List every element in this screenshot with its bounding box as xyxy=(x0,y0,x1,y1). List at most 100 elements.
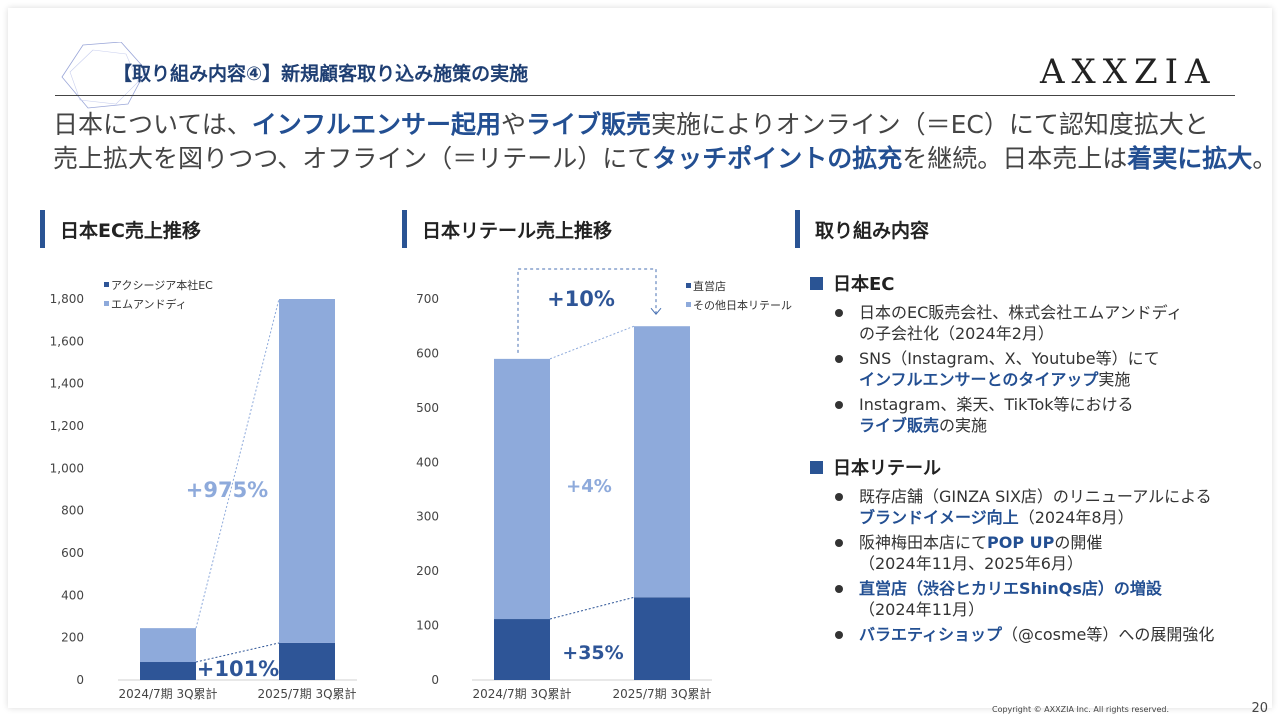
initiatives-panel: 日本EC 日本のEC販売会社、株式会社エムアンドディ の子会社化（2024年2月）… xyxy=(810,270,1270,649)
y-tick-label: 1,000 xyxy=(50,461,84,475)
section-header-retail: 日本リテール売上推移 xyxy=(402,210,612,248)
initiatives-retail-list: 既存店舗（GINZA SIX店）のリニューアルによる ブランドイメージ向上（202… xyxy=(810,486,1270,645)
item-text-segment: 日本のEC販売会社、株式会社エムアンドディ xyxy=(859,303,1183,322)
y-tick-label: 0 xyxy=(431,673,439,687)
y-tick-label: 400 xyxy=(61,588,84,602)
x-tick-label: 2024/7期 3Q累計 xyxy=(118,686,217,701)
list-item: 既存店舗（GINZA SIX店）のリニューアルによる ブランドイメージ向上（202… xyxy=(810,486,1270,528)
item-text-segment: 阪神梅田本店にて xyxy=(859,533,988,552)
list-item-text: 日本のEC販売会社、株式会社エムアンドディ の子会社化（2024年2月） xyxy=(859,302,1183,344)
y-tick-label: 0 xyxy=(76,673,84,687)
section-accent-bar xyxy=(402,210,407,248)
lead-text: 日本については、インフルエンサー起用やライブ販売実施によりオンライン（＝EC）に… xyxy=(53,108,1277,176)
item-text-segment: 実施 xyxy=(1098,370,1131,389)
section-accent-bar xyxy=(40,210,45,248)
lead-text-segment: や xyxy=(501,110,527,139)
y-tick-label: 1,400 xyxy=(50,377,84,391)
lead-text-segment: 売上拡大を図りつつ、オフライン（＝リテール）にて xyxy=(53,144,653,173)
y-tick-label: 1,800 xyxy=(50,292,84,306)
bullet-dot-icon xyxy=(835,585,843,593)
lead-highlight: 着実に拡大 xyxy=(1127,144,1253,173)
y-tick-label: 300 xyxy=(416,510,439,524)
y-tick-label: 500 xyxy=(416,401,439,415)
y-tick-label: 100 xyxy=(416,619,439,633)
growth-annotation: +101% xyxy=(197,657,279,681)
legend-swatch xyxy=(686,302,691,307)
lead-line-1: 日本については、インフルエンサー起用やライブ販売実施によりオンライン（＝EC）に… xyxy=(53,108,1277,142)
y-tick-label: 1,600 xyxy=(50,334,84,348)
lead-text-segment: 。 xyxy=(1252,144,1278,173)
legend-label: アクシージア本社EC xyxy=(111,278,213,292)
initiatives-retail-heading-label: 日本リテール xyxy=(833,458,941,479)
item-text-segment: （2024年11月、2025年6月） xyxy=(859,554,1083,573)
x-tick-label: 2025/7期 3Q累計 xyxy=(612,686,711,701)
y-tick-label: 600 xyxy=(61,546,84,560)
legend-swatch xyxy=(104,301,109,306)
item-text-segment: （2024年8月） xyxy=(1018,508,1134,527)
lead-text-segment: を継続。日本売上は xyxy=(902,144,1128,173)
section-header-initiatives: 取り組み内容 xyxy=(795,210,929,248)
x-tick-label: 2025/7期 3Q累計 xyxy=(257,686,356,701)
y-tick-label: 400 xyxy=(416,455,439,469)
bar-segment xyxy=(279,642,335,680)
growth-connector-line xyxy=(549,325,635,360)
y-tick-label: 800 xyxy=(61,504,84,518)
hexagon-decoration xyxy=(61,42,147,109)
list-item-text: SNS（Instagram、X、Youtube等）にて インフルエンサーとのタイア… xyxy=(859,348,1160,390)
bar-segment xyxy=(279,299,335,643)
y-tick-label: 1,200 xyxy=(50,419,84,433)
list-item: SNS（Instagram、X、Youtube等）にて インフルエンサーとのタイア… xyxy=(810,348,1270,390)
initiatives-ec-list: 日本のEC販売会社、株式会社エムアンドディ の子会社化（2024年2月） SNS（… xyxy=(810,302,1270,436)
bullet-dot-icon xyxy=(835,631,843,639)
lead-line-2: 売上拡大を図りつつ、オフライン（＝リテール）にてタッチポイントの拡充を継続。日本… xyxy=(53,142,1277,176)
list-item: Instagram、楽天、TikTok等における ライブ販売の実施 xyxy=(810,394,1270,436)
item-highlight: ライブ販売 xyxy=(859,416,940,435)
page-title: 【取り組み内容④】新規顧客取り込み施策の実施 xyxy=(113,63,529,85)
section-title: 日本EC売上推移 xyxy=(60,219,201,242)
bar-segment xyxy=(634,326,690,598)
growth-annotation: +10% xyxy=(547,287,615,311)
y-tick-label: 600 xyxy=(416,346,439,360)
list-item: 阪神梅田本店にてPOP UPの開催 （2024年11月、2025年6月） xyxy=(810,532,1270,574)
list-item: 直営店（渋谷ヒカリエShinQs店）の増設 （2024年11月） xyxy=(810,578,1270,620)
legend-label: エムアンドディ xyxy=(111,297,187,311)
bullet-dot-icon xyxy=(835,309,843,317)
item-highlight: インフルエンサーとのタイアップ xyxy=(859,370,1099,389)
item-highlight: POP UP xyxy=(987,533,1055,552)
initiatives-ec-heading-label: 日本EC xyxy=(833,274,895,295)
initiatives-retail-heading: 日本リテール xyxy=(810,454,1270,480)
list-item-text: 既存店舗（GINZA SIX店）のリニューアルによる ブランドイメージ向上（202… xyxy=(859,486,1212,528)
bar-segment xyxy=(494,619,550,680)
section-header-ec: 日本EC売上推移 xyxy=(40,210,201,248)
item-highlight: 直営店（渋谷ヒカリエShinQs店）の増設 xyxy=(859,579,1162,598)
growth-annotation: +35% xyxy=(562,642,623,664)
lead-text-segment: 日本については、 xyxy=(53,110,252,139)
list-item: 日本のEC販売会社、株式会社エムアンドディ の子会社化（2024年2月） xyxy=(810,302,1270,344)
legend-label: その他日本リテール xyxy=(693,298,792,312)
item-text-segment: Instagram、楽天、TikTok等における xyxy=(859,395,1134,414)
bar-segment xyxy=(494,358,550,620)
bar-segment xyxy=(140,628,196,663)
legend-label: 直営店 xyxy=(693,279,726,293)
item-text-segment: の実施 xyxy=(939,416,988,435)
x-tick-label: 2024/7期 3Q累計 xyxy=(472,686,571,701)
lead-highlight: タッチポイントの拡充 xyxy=(652,144,903,173)
item-text-segment: の子会社化（2024年2月） xyxy=(859,324,1054,343)
bullet-dot-icon xyxy=(835,493,843,501)
item-text-segment: （@cosme等）への展開強化 xyxy=(1002,625,1215,644)
list-item-text: 阪神梅田本店にてPOP UPの開催 （2024年11月、2025年6月） xyxy=(859,532,1102,574)
y-tick-label: 200 xyxy=(61,631,84,645)
legend-swatch xyxy=(686,283,691,288)
arrow-head-icon xyxy=(650,307,662,315)
lead-highlight: インフルエンサー起用 xyxy=(251,110,502,139)
lead-highlight: ライブ販売 xyxy=(526,110,652,139)
growth-bracket-line xyxy=(517,268,657,353)
y-tick-label: 700 xyxy=(416,292,439,306)
y-tick-label: 200 xyxy=(416,564,439,578)
growth-annotation: +975% xyxy=(186,478,268,502)
header-divider xyxy=(55,95,1235,96)
item-text-segment: SNS（Instagram、X、Youtube等）にて xyxy=(859,349,1160,368)
company-logo: AXXZIA xyxy=(1040,52,1217,92)
growth-connector-line xyxy=(549,596,635,620)
